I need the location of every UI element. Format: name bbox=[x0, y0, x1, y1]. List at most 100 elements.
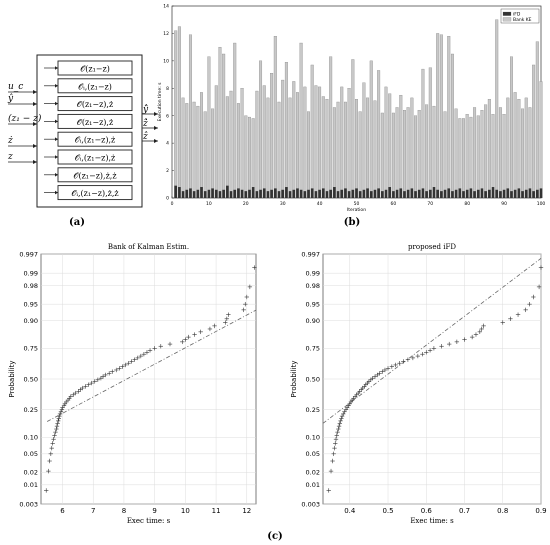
y-tick-label: 4 bbox=[166, 141, 169, 147]
bar-bank-ke bbox=[351, 59, 355, 199]
bar-ifd bbox=[255, 191, 259, 198]
bar-bank-ke bbox=[513, 92, 517, 199]
bar-bank-ke bbox=[192, 101, 196, 199]
bar-ifd bbox=[329, 189, 332, 198]
data-point bbox=[333, 437, 339, 442]
bar-bank-ke bbox=[266, 97, 270, 199]
data-point bbox=[48, 451, 54, 457]
bar-ifd bbox=[443, 189, 447, 198]
bar-bank-ke bbox=[510, 56, 513, 199]
data-point bbox=[207, 326, 213, 332]
data-point bbox=[389, 364, 395, 369]
data-point bbox=[61, 403, 67, 408]
bar-bank-ke bbox=[443, 111, 447, 199]
data-point bbox=[333, 441, 338, 446]
bar-bank-ke bbox=[506, 97, 510, 199]
bar-bank-ke bbox=[473, 107, 477, 199]
data-point bbox=[372, 374, 378, 379]
bar-ifd bbox=[248, 189, 251, 198]
legend-swatch bbox=[502, 11, 512, 16]
bar-ifd bbox=[237, 188, 240, 198]
bar-ifd bbox=[240, 189, 244, 198]
data-point bbox=[335, 429, 340, 435]
bar-bank-ke bbox=[318, 86, 322, 199]
bar-bank-ke bbox=[535, 41, 539, 199]
data-point bbox=[536, 284, 542, 290]
y-axis-label: Execution time: s bbox=[157, 82, 163, 122]
y-tick-label: 0.98 bbox=[24, 282, 38, 290]
y-tick-label: 0.99 bbox=[24, 269, 38, 277]
data-point bbox=[247, 284, 253, 290]
bar-ifd bbox=[462, 191, 465, 198]
data-point bbox=[331, 451, 336, 457]
bar-bank-ke bbox=[236, 103, 240, 199]
bar-bank-ke bbox=[310, 64, 314, 199]
bar-ifd bbox=[480, 188, 484, 198]
data-point bbox=[481, 323, 486, 329]
y-tick-label: 0.99 bbox=[306, 269, 320, 277]
bar-bank-ke bbox=[307, 111, 310, 199]
y-tick-label: 0.10 bbox=[306, 434, 320, 442]
data-point bbox=[454, 339, 460, 345]
x-axis-label: Exec time: s bbox=[410, 517, 454, 525]
data-point bbox=[515, 312, 521, 317]
diagram-output-label: ẑ bbox=[142, 131, 148, 142]
bar-ifd bbox=[388, 187, 392, 198]
bar-ifd bbox=[281, 189, 285, 198]
data-point bbox=[80, 385, 85, 391]
data-point bbox=[382, 367, 388, 373]
bar-bank-ke bbox=[314, 85, 318, 199]
bar-bank-ke bbox=[480, 110, 484, 199]
data-point bbox=[500, 320, 505, 325]
data-point bbox=[370, 375, 375, 381]
bar-ifd bbox=[373, 189, 377, 198]
data-point bbox=[538, 265, 544, 270]
bar-ifd bbox=[270, 189, 273, 198]
bar-bank-ke bbox=[403, 110, 406, 199]
bar-ifd bbox=[200, 187, 203, 198]
bar-bank-ke bbox=[498, 107, 502, 199]
panel-label-b: (b) bbox=[344, 217, 360, 228]
bar-ifd bbox=[274, 188, 277, 198]
bar-bank-ke bbox=[458, 118, 462, 199]
data-point bbox=[439, 344, 444, 349]
data-point bbox=[375, 372, 380, 378]
bar-bank-ke bbox=[299, 42, 303, 199]
x-tick-label: 20 bbox=[243, 201, 249, 207]
reference-line bbox=[322, 258, 542, 424]
bar-ifd bbox=[358, 191, 362, 198]
bar-ifd bbox=[192, 191, 196, 198]
arrow-head bbox=[55, 155, 58, 159]
bar-bank-ke bbox=[380, 112, 384, 199]
arrow-head bbox=[33, 144, 37, 148]
data-point bbox=[328, 468, 334, 474]
bar-ifd bbox=[296, 188, 299, 198]
data-point bbox=[473, 332, 479, 337]
bar-bank-ke bbox=[295, 92, 299, 199]
data-point bbox=[186, 334, 191, 340]
data-point bbox=[420, 352, 425, 357]
bar-ifd bbox=[499, 191, 502, 198]
arrow-head bbox=[55, 190, 58, 195]
bar-chart: 0 10 20 30 40 50 60 70 80 90 100 0 2 4 6 8 10 12 14 Iterati… bbox=[157, 4, 545, 213]
bar-ifd bbox=[510, 191, 513, 198]
bar-ifd bbox=[469, 188, 473, 198]
bar-bank-ke bbox=[425, 104, 429, 199]
bar-bank-ke bbox=[406, 107, 410, 199]
x-tick-label: 0 bbox=[171, 201, 174, 207]
bar-bank-ke bbox=[414, 115, 418, 199]
x-tick-label: 0.5 bbox=[382, 507, 393, 515]
data-point bbox=[223, 320, 228, 325]
bar-bank-ke bbox=[528, 107, 532, 199]
reference-line bbox=[46, 309, 257, 422]
bar-ifd bbox=[333, 187, 336, 198]
x-tick-label: 12 bbox=[242, 507, 251, 515]
bar-ifd bbox=[369, 191, 373, 198]
bar-bank-ke bbox=[336, 101, 340, 199]
data-point bbox=[144, 350, 150, 355]
bar-ifd bbox=[495, 189, 499, 198]
bar-ifd bbox=[425, 191, 428, 198]
bar-ifd bbox=[366, 188, 369, 198]
arrow-head bbox=[55, 137, 58, 141]
bar-bank-ke bbox=[469, 116, 473, 199]
